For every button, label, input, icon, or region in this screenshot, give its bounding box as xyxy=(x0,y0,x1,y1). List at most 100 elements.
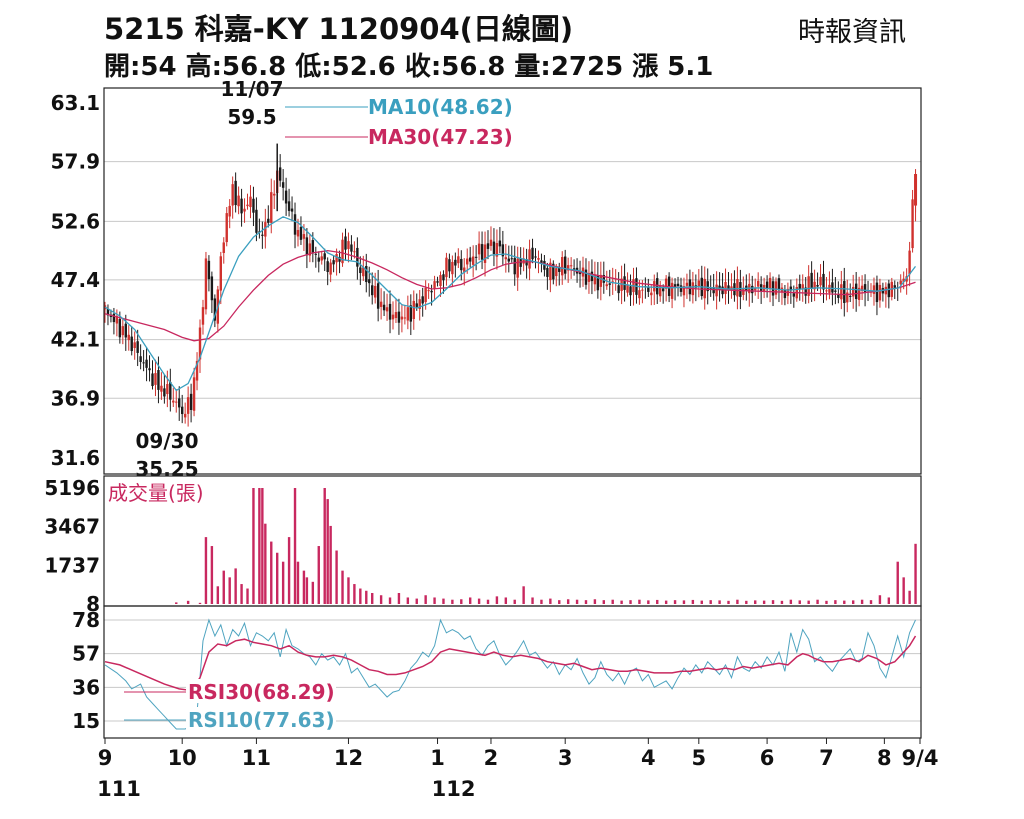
candle-body xyxy=(323,253,326,260)
candle-body xyxy=(843,281,846,303)
candle-body xyxy=(468,257,472,262)
x-tick-label: 9 xyxy=(98,746,113,770)
volume-bar xyxy=(807,600,810,604)
volume-bar xyxy=(638,599,641,604)
price-tick-label: 63.1 xyxy=(51,91,100,115)
x-tick-label: 1 xyxy=(430,746,445,770)
volume-bar xyxy=(228,577,231,604)
year-label: 111 xyxy=(97,777,141,801)
candle-body xyxy=(676,283,680,286)
price-panel-frame xyxy=(103,87,922,475)
volume-bar xyxy=(896,561,899,604)
volume-bar xyxy=(914,543,917,604)
legend-bg-rsi10 xyxy=(186,707,336,731)
candle-body xyxy=(498,240,502,247)
candle-body xyxy=(626,284,629,293)
candle-body xyxy=(145,359,148,368)
candle-body xyxy=(261,234,264,236)
candle-body xyxy=(822,273,825,290)
candle-body xyxy=(656,278,659,295)
volume-bar xyxy=(584,600,588,604)
volume-bar xyxy=(264,523,267,604)
volume-bar xyxy=(415,598,418,604)
candle-body xyxy=(424,287,427,303)
candle-body xyxy=(540,260,543,264)
candle-body xyxy=(765,281,769,289)
volume-bar xyxy=(486,599,490,604)
volume-bar xyxy=(433,597,436,604)
candle-body xyxy=(445,257,448,278)
candle-body xyxy=(599,274,603,287)
candle-body xyxy=(296,229,300,237)
candle-body xyxy=(801,284,804,289)
candle-body xyxy=(391,314,395,320)
candle-body xyxy=(430,290,433,293)
volume-bar xyxy=(287,537,291,604)
candle-body xyxy=(139,356,142,362)
candle-body xyxy=(620,278,623,291)
candle-body xyxy=(851,286,855,297)
candle-body xyxy=(549,262,552,281)
candle-body xyxy=(489,239,493,246)
candle-body xyxy=(659,285,662,297)
candle-body xyxy=(287,201,291,211)
candle-body xyxy=(685,282,689,286)
candle-body xyxy=(451,261,454,275)
trough-date-label: 09/30 xyxy=(136,429,199,453)
candle-body xyxy=(299,226,303,240)
peak-date-label: 11/07 xyxy=(221,77,284,101)
candle-body xyxy=(504,257,508,260)
candle-body xyxy=(189,393,193,410)
candle-body xyxy=(308,243,312,256)
volume-bar xyxy=(620,600,623,604)
candle-body xyxy=(382,304,386,311)
rsi-tick-label: 57 xyxy=(72,642,100,666)
volume-bar xyxy=(175,602,178,604)
candle-body xyxy=(516,258,519,278)
volume-bar xyxy=(575,599,579,604)
candle-body xyxy=(166,384,169,395)
candle-body xyxy=(727,285,730,291)
candle-body xyxy=(875,282,879,303)
volume-bar xyxy=(851,600,855,604)
candle-body xyxy=(284,190,288,204)
volume-bar xyxy=(270,541,273,604)
candle-body xyxy=(418,299,421,309)
candle-body xyxy=(362,267,365,277)
candle-body xyxy=(878,284,882,301)
candle-body xyxy=(252,198,255,213)
candle-body xyxy=(169,381,172,400)
volume-bar xyxy=(754,600,757,604)
candle-body xyxy=(849,295,852,297)
candle-body xyxy=(893,285,896,288)
candle-body xyxy=(240,198,243,214)
volume-bar xyxy=(709,600,712,604)
volume-bar xyxy=(887,597,891,604)
volume-bar xyxy=(789,599,793,604)
candle-body xyxy=(371,285,374,296)
candle-body xyxy=(777,278,781,291)
candle-body xyxy=(914,174,918,206)
ma10-line xyxy=(104,216,917,392)
volume-bar xyxy=(602,600,605,604)
candle-body xyxy=(569,265,573,267)
price-tick-label: 42.1 xyxy=(51,328,100,352)
candle-body xyxy=(207,260,211,280)
volume-bar xyxy=(673,600,677,604)
trough-value-label: 35.25 xyxy=(135,457,198,481)
x-tick-label: 12 xyxy=(334,746,363,770)
candle-body xyxy=(225,213,228,243)
volume-bar xyxy=(513,599,516,604)
candle-body xyxy=(661,288,665,292)
candle-body xyxy=(739,282,742,297)
candle-body xyxy=(314,253,318,255)
candle-body xyxy=(130,336,133,352)
candle-body xyxy=(151,373,154,387)
volume-bar xyxy=(902,577,905,604)
candle-body xyxy=(477,243,481,255)
volume-bar xyxy=(566,599,570,604)
volume-bar xyxy=(825,600,828,604)
volume-bar xyxy=(504,597,508,604)
candle-body xyxy=(376,283,380,309)
